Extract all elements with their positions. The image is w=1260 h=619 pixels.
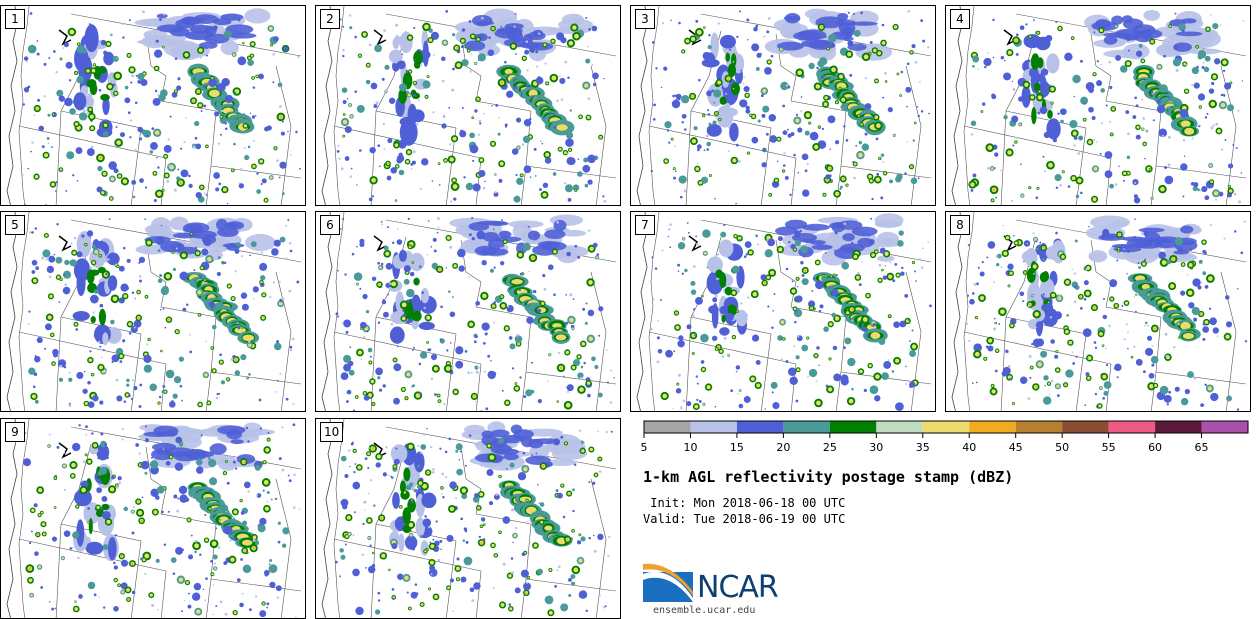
valid-time: Valid: Tue 2018-06-19 00 UTC (643, 512, 846, 526)
colorbar-tick-label: 45 (1008, 441, 1023, 454)
member-label: 7 (635, 215, 655, 235)
member-label: 3 (635, 9, 655, 29)
member-label: 9 (5, 422, 25, 442)
member-panel-8: 8 (945, 211, 1251, 412)
reflectivity-map-10 (321, 419, 617, 618)
reflectivity-map-2 (321, 6, 617, 205)
colorbar-tick-label: 5 (640, 441, 648, 454)
member-panel-6: 6 (315, 211, 621, 412)
member-panel-2: 2 (315, 5, 621, 206)
colorbar-tick-label: 10 (683, 441, 698, 454)
member-panel-9: 9 (0, 418, 306, 619)
member-label: 1 (5, 9, 25, 29)
colorbar-tick-label: 50 (1055, 441, 1070, 454)
member-label: 2 (320, 9, 340, 29)
colorbar-swatch (736, 421, 784, 433)
colorbar-swatch (690, 421, 737, 433)
colorbar-swatch (1201, 421, 1248, 433)
reflectivity-map-7 (636, 212, 932, 411)
member-label: 4 (950, 9, 970, 29)
member-label: 10 (320, 422, 344, 442)
colorbar-swatch (644, 421, 691, 433)
colorbar-swatch (969, 421, 1016, 433)
reflectivity-map-1 (6, 6, 302, 205)
colorbar-tick-label: 25 (822, 441, 837, 454)
ncar-logo-icon (643, 563, 693, 602)
colorbar-tick-label: 20 (776, 441, 791, 454)
colorbar-swatch (783, 421, 830, 433)
reflectivity-map-9 (6, 419, 302, 618)
init-time: Init: Mon 2018-06-18 00 UTC (643, 496, 846, 510)
reflectivity-colorbar (643, 420, 1249, 438)
colorbar-tick-label: 15 (729, 441, 744, 454)
member-panel-3: 3 (630, 5, 936, 206)
member-panel-5: 5 (0, 211, 306, 412)
colorbar-tick-label: 65 (1194, 441, 1209, 454)
colorbar-swatch (1155, 421, 1202, 433)
colorbar-tick-label: 55 (1101, 441, 1116, 454)
colorbar-swatch (1015, 421, 1063, 433)
colorbar-swatch (829, 421, 877, 433)
ncar-logo-text: NCAR (697, 570, 779, 605)
reflectivity-map-5 (6, 212, 302, 411)
member-panel-7: 7 (630, 211, 936, 412)
reflectivity-map-3 (636, 6, 932, 205)
colorbar-tick-label: 30 (869, 441, 884, 454)
reflectivity-map-8 (951, 212, 1248, 411)
member-label: 6 (320, 215, 340, 235)
member-label: 5 (5, 215, 25, 235)
colorbar-tick-label: 40 (962, 441, 977, 454)
colorbar-tick-label: 60 (1148, 441, 1163, 454)
plot-title: 1-km AGL reflectivity postage stamp (dBZ… (643, 468, 1014, 486)
member-panel-1: 1 (0, 5, 306, 206)
colorbar-swatch (922, 421, 970, 433)
colorbar-swatch (876, 421, 923, 433)
reflectivity-map-4 (951, 6, 1247, 205)
ensemble-url: ensemble.ucar.edu (653, 605, 756, 616)
colorbar-swatch (1062, 421, 1109, 433)
member-panel-4: 4 (945, 5, 1251, 206)
reflectivity-map-6 (321, 212, 617, 411)
colorbar-tick-label: 35 (915, 441, 930, 454)
colorbar-swatch (1108, 421, 1156, 433)
member-label: 8 (950, 215, 970, 235)
member-panel-10: 10 (315, 418, 621, 619)
